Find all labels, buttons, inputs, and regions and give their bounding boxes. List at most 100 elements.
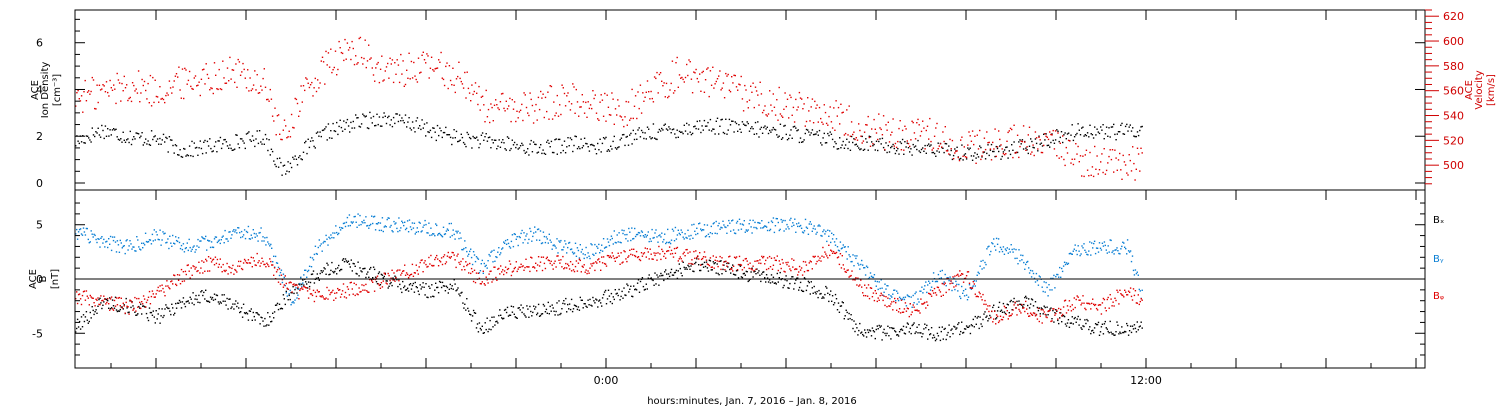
data-point [1066,133,1069,135]
data-point [432,233,434,235]
data-point [891,296,893,298]
data-point [871,296,874,298]
data-point [297,294,299,296]
data-point [956,146,958,148]
data-point [273,267,276,269]
data-point [703,261,706,264]
data-point [905,305,908,307]
data-point [941,282,943,285]
data-point [516,110,518,112]
data-point [597,259,599,261]
data-point [116,304,119,306]
data-point [1025,147,1027,149]
data-point [897,335,900,337]
data-point [1122,331,1124,334]
data-point [1033,154,1035,157]
data-point [201,290,203,292]
data-point [847,269,849,271]
data-point [212,246,215,249]
data-point [195,249,197,251]
data-point [481,259,483,262]
data-point [1117,250,1119,252]
data-point [833,146,835,148]
data-point [266,262,268,264]
data-point [117,310,120,312]
data-point [873,299,876,302]
data-point [532,266,534,268]
data-point [1037,148,1039,150]
data-point [870,335,873,337]
data-point [860,263,862,266]
data-point [1116,321,1118,323]
data-point [843,134,846,136]
data-point [217,301,220,303]
data-point [440,130,442,132]
data-point [597,247,599,249]
data-point [188,270,190,272]
data-point [678,74,681,76]
data-point [799,224,802,227]
data-point [94,305,96,307]
data-point [1128,251,1131,253]
data-point [1121,122,1123,125]
data-point [856,255,858,257]
data-point [788,228,790,230]
data-point [101,236,103,238]
data-point [339,270,341,272]
data-point [810,261,812,263]
data-point [409,127,411,129]
data-point [472,135,474,138]
data-point [1080,327,1082,329]
data-point [850,314,852,316]
data-point [635,250,638,253]
data-point [1089,151,1091,154]
data-point [361,284,363,286]
data-point [874,337,876,340]
data-point [973,155,975,157]
data-point [1130,170,1133,172]
data-point [407,77,409,79]
data-point [693,71,695,73]
data-point [353,63,356,66]
data-point [556,153,558,155]
data-point [338,40,340,43]
data-point [328,274,330,276]
data-point [553,310,555,312]
data-point [332,232,334,234]
data-point [1000,309,1003,311]
data-point [691,259,693,261]
data-point [506,306,509,309]
data-point [743,220,745,222]
data-point [567,263,569,265]
data-point [770,131,772,133]
data-point [495,276,497,279]
data-point [734,257,737,259]
data-point [365,115,367,117]
data-point [792,266,794,268]
data-point [940,277,942,279]
data-point [280,274,283,276]
data-point [122,302,124,304]
data-point [569,248,572,251]
data-point [584,254,586,256]
data-point [774,259,777,261]
data-point [188,302,190,304]
data-point [1067,319,1070,321]
data-point [742,123,745,125]
data-point [966,326,969,328]
data-point [960,157,962,160]
data-point [166,241,168,244]
data-point [892,143,894,146]
data-point [606,298,609,300]
data-point [1103,323,1106,325]
data-point [859,322,861,325]
data-point [697,255,699,257]
data-point [770,274,773,276]
data-point [901,129,904,132]
data-point [453,279,455,281]
data-point [657,252,659,254]
data-point [118,251,121,253]
data-point [1018,141,1020,143]
data-point [422,226,424,228]
data-point [797,277,799,279]
